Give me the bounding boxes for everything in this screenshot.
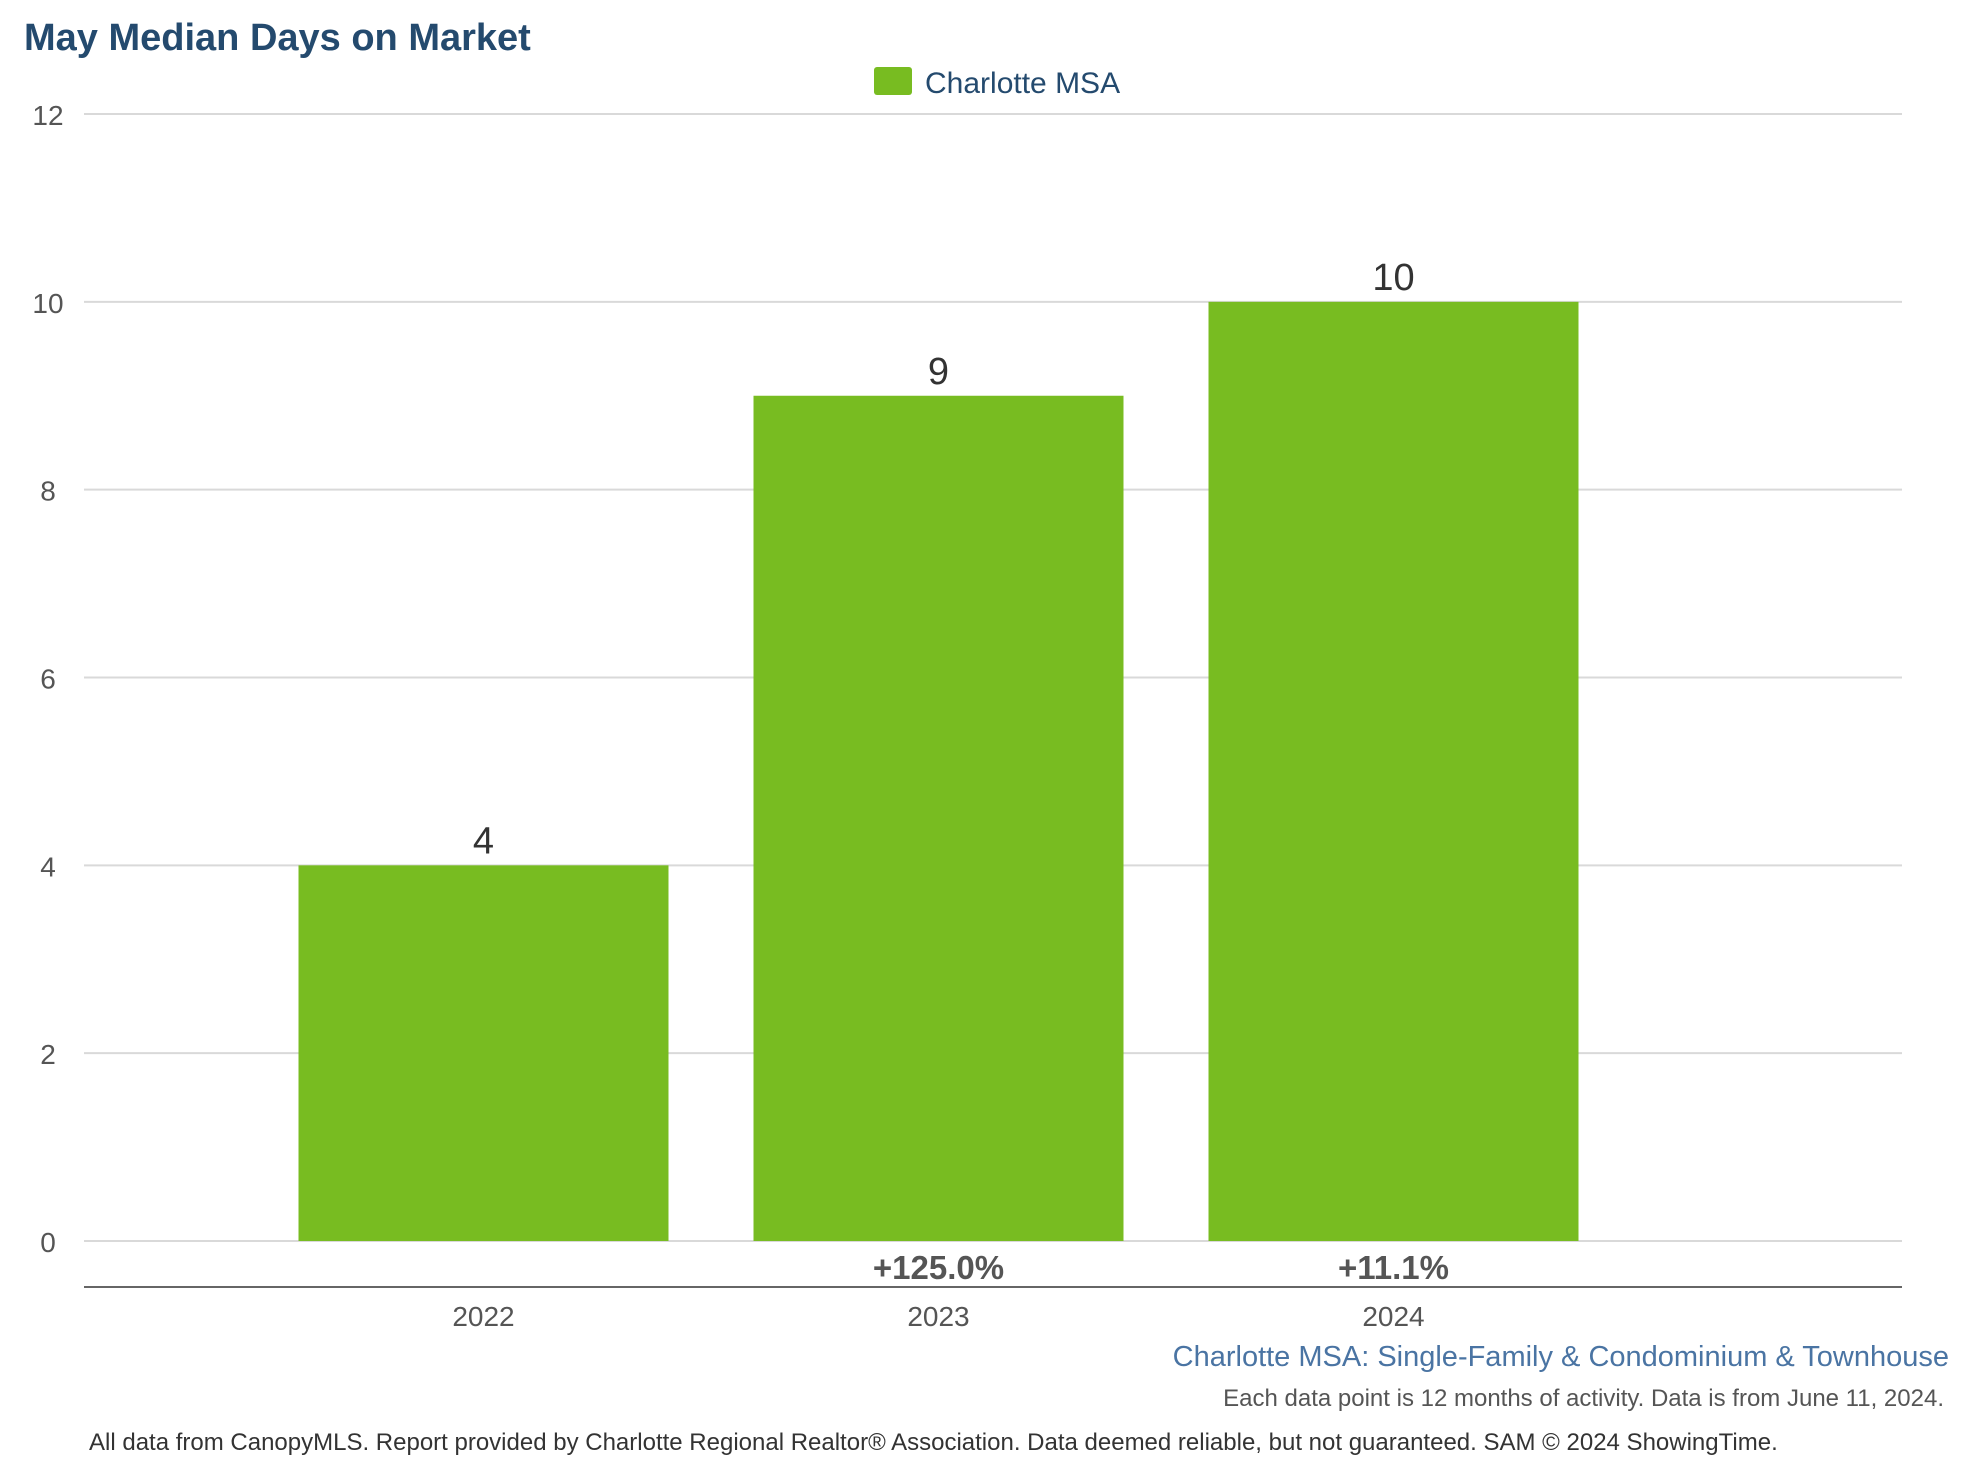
- x-tick-label-2024: 2024: [1362, 1301, 1424, 1332]
- x-tick-label-2023: 2023: [907, 1301, 969, 1332]
- y-tick-label-8: 8: [40, 476, 56, 507]
- y-axis-ticks: 0 2 4 6 8 10 12: [32, 100, 63, 1258]
- bars: [298, 301, 1579, 1241]
- y-tick-label-4: 4: [40, 851, 56, 882]
- y-tick-label-0: 0: [40, 1227, 56, 1258]
- change-labels: +125.0% +11.1%: [873, 1249, 1449, 1286]
- data-label-2023: 9: [928, 351, 949, 393]
- chart-title: May Median Days on Market: [24, 17, 531, 59]
- x-tick-label-2022: 2022: [452, 1301, 514, 1332]
- y-tick-label-6: 6: [40, 664, 56, 695]
- y-tick-label-12: 12: [32, 100, 63, 131]
- bar-2023: [753, 395, 1124, 1241]
- data-label-2024: 10: [1372, 257, 1414, 299]
- y-tick-label-10: 10: [32, 288, 63, 319]
- x-axis-ticks: 2022 2023 2024: [452, 1301, 1424, 1332]
- bar-2024: [1208, 301, 1579, 1241]
- change-label-2024: +11.1%: [1338, 1249, 1449, 1286]
- change-label-2023: +125.0%: [873, 1249, 1004, 1286]
- y-tick-label-2: 2: [40, 1039, 56, 1070]
- legend-label-charlotte-msa: Charlotte MSA: [925, 67, 1120, 100]
- legend: Charlotte MSA: [874, 67, 1120, 100]
- data-note: Each data point is 12 months of activity…: [1223, 1385, 1944, 1412]
- footer-disclaimer: All data from CanopyMLS. Report provided…: [89, 1429, 1778, 1456]
- legend-swatch-charlotte-msa: [874, 67, 912, 95]
- bar-2022: [298, 865, 669, 1241]
- chart-subtitle: Charlotte MSA: Single-Family & Condomini…: [1173, 1341, 1949, 1373]
- data-label-2022: 4: [473, 820, 494, 862]
- data-labels: 4 9 10: [473, 257, 1415, 862]
